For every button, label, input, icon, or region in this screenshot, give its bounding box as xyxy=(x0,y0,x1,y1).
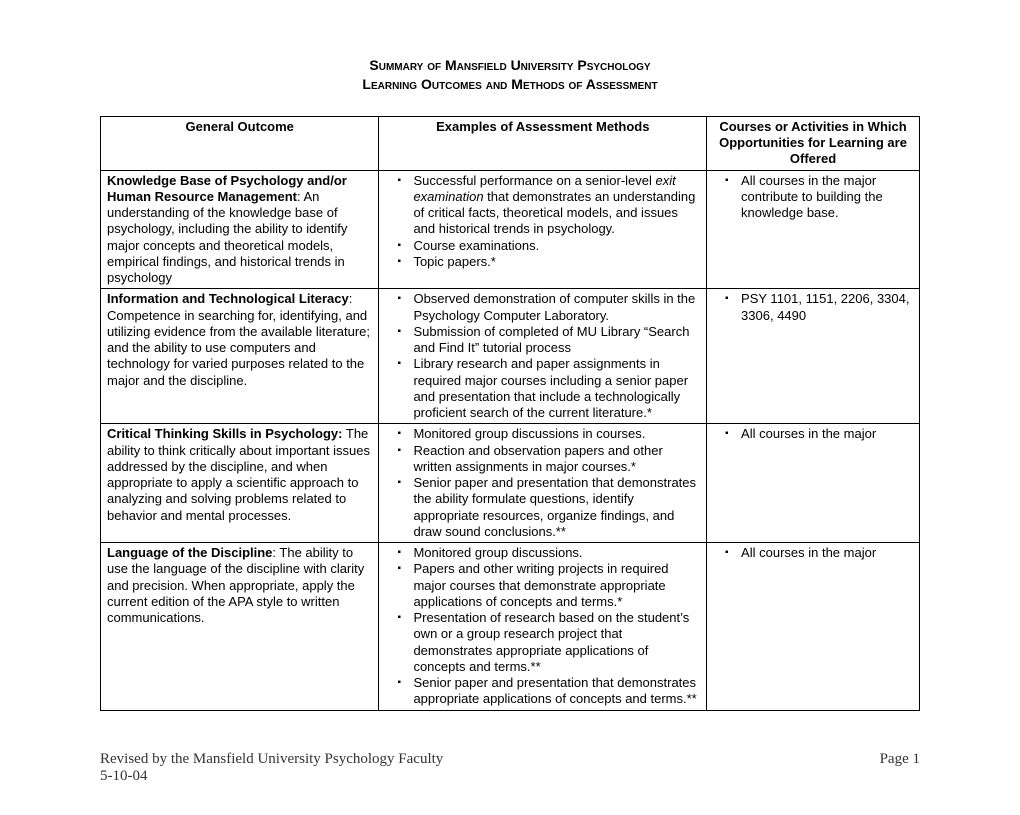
assessment-cell: Successful performance on a senior-level… xyxy=(379,170,707,289)
courses-list: All courses in the major xyxy=(713,426,913,442)
outcome-title: Information and Technological Literacy xyxy=(107,291,349,306)
courses-list: All courses in the major xyxy=(713,545,913,561)
assessment-item: Reaction and observation papers and othe… xyxy=(385,443,700,476)
col-header-outcome: General Outcome xyxy=(101,116,379,170)
courses-item: All courses in the major contribute to b… xyxy=(713,173,913,222)
assessment-item: Senior paper and presentation that demon… xyxy=(385,475,700,540)
footer-left: Revised by the Mansfield University Psyc… xyxy=(100,751,443,785)
assessment-text-pre: Successful performance on a senior-level xyxy=(413,173,655,188)
outcomes-table: General Outcome Examples of Assessment M… xyxy=(100,116,920,711)
footer-revised-by: Revised by the Mansfield University Psyc… xyxy=(100,751,443,768)
assessment-item: Topic papers.* xyxy=(385,254,700,270)
assessment-item: Papers and other writing projects in req… xyxy=(385,561,700,610)
outcome-title: Language of the Discipline xyxy=(107,545,272,560)
assessment-list: Monitored group discussions.Papers and o… xyxy=(385,545,700,708)
table-row: Critical Thinking Skills in Psychology: … xyxy=(101,424,920,543)
assessment-cell: Monitored group discussions.Papers and o… xyxy=(379,543,707,711)
outcome-cell: Critical Thinking Skills in Psychology: … xyxy=(101,424,379,543)
courses-item: All courses in the major xyxy=(713,545,913,561)
courses-cell: All courses in the major xyxy=(707,424,920,543)
courses-cell: All courses in the major contribute to b… xyxy=(707,170,920,289)
table-row: Information and Technological Literacy: … xyxy=(101,289,920,424)
assessment-item: Senior paper and presentation that demon… xyxy=(385,675,700,708)
assessment-item: Observed demonstration of computer skill… xyxy=(385,291,700,324)
table-body: Knowledge Base of Psychology and/or Huma… xyxy=(101,170,920,710)
outcome-cell: Information and Technological Literacy: … xyxy=(101,289,379,424)
assessment-item: Presentation of research based on the st… xyxy=(385,610,700,675)
assessment-item: Submission of completed of MU Library “S… xyxy=(385,324,700,357)
title-line-2: Learning Outcomes and Methods of Assessm… xyxy=(100,75,920,94)
assessment-item: Successful performance on a senior-level… xyxy=(385,173,700,238)
courses-item: PSY 1101, 1151, 2206, 3304, 3306, 4490 xyxy=(713,291,913,324)
title-line-1: Summary of Mansfield University Psycholo… xyxy=(100,56,920,75)
assessment-cell: Monitored group discussions in courses.R… xyxy=(379,424,707,543)
document-title: Summary of Mansfield University Psycholo… xyxy=(100,56,920,94)
table-row: Language of the Discipline: The ability … xyxy=(101,543,920,711)
courses-list: PSY 1101, 1151, 2206, 3304, 3306, 4490 xyxy=(713,291,913,324)
courses-list: All courses in the major contribute to b… xyxy=(713,173,913,222)
document-page: Summary of Mansfield University Psycholo… xyxy=(0,0,1020,815)
courses-cell: All courses in the major xyxy=(707,543,920,711)
outcome-cell: Language of the Discipline: The ability … xyxy=(101,543,379,711)
table-header-row: General Outcome Examples of Assessment M… xyxy=(101,116,920,170)
assessment-list: Observed demonstration of computer skill… xyxy=(385,291,700,421)
outcome-title: Critical Thinking Skills in Psychology: xyxy=(107,426,343,441)
assessment-cell: Observed demonstration of computer skill… xyxy=(379,289,707,424)
outcome-cell: Knowledge Base of Psychology and/or Huma… xyxy=(101,170,379,289)
footer-date: 5-10-04 xyxy=(100,768,443,785)
courses-item: All courses in the major xyxy=(713,426,913,442)
assessment-item: Monitored group discussions. xyxy=(385,545,700,561)
col-header-assessment: Examples of Assessment Methods xyxy=(379,116,707,170)
assessment-list: Monitored group discussions in courses.R… xyxy=(385,426,700,540)
page-footer: Revised by the Mansfield University Psyc… xyxy=(100,751,920,785)
table-row: Knowledge Base of Psychology and/or Huma… xyxy=(101,170,920,289)
courses-cell: PSY 1101, 1151, 2206, 3304, 3306, 4490 xyxy=(707,289,920,424)
assessment-item: Course examinations. xyxy=(385,238,700,254)
footer-page: Page 1 xyxy=(880,751,920,785)
assessment-item: Monitored group discussions in courses. xyxy=(385,426,700,442)
assessment-item: Library research and paper assignments i… xyxy=(385,356,700,421)
assessment-list: Successful performance on a senior-level… xyxy=(385,173,700,271)
col-header-courses: Courses or Activities in Which Opportuni… xyxy=(707,116,920,170)
